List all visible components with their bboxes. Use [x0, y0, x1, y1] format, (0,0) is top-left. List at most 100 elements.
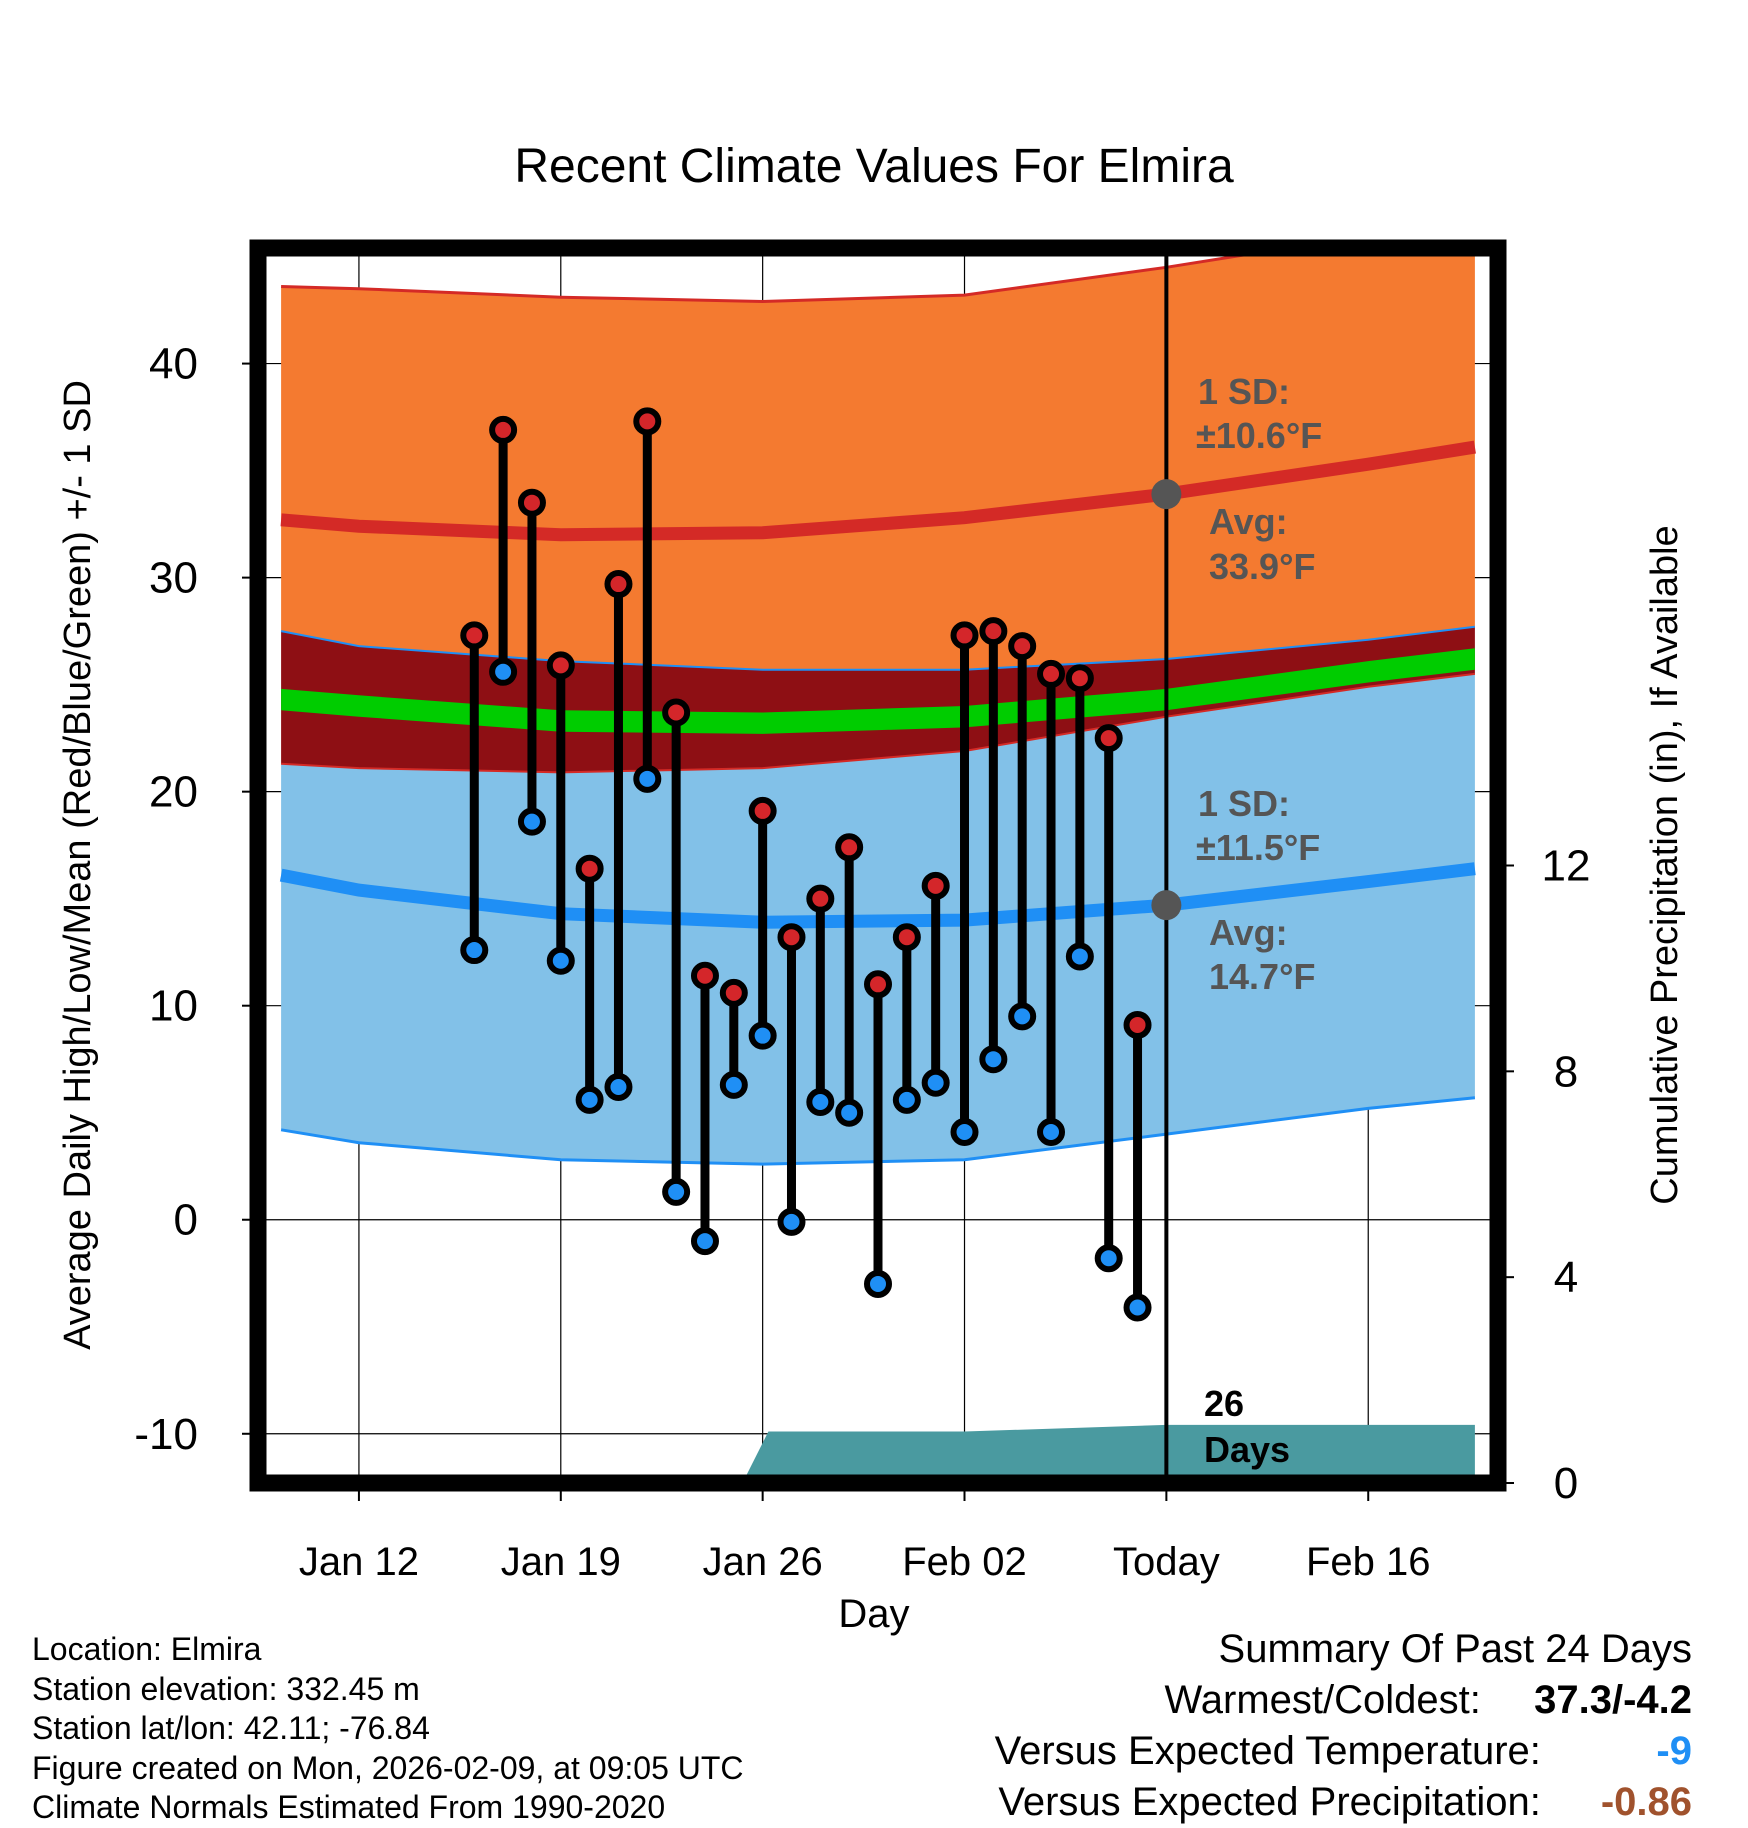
observed-high-point: [748, 796, 777, 825]
observed-low-point: [1037, 1117, 1066, 1146]
observed-high-point: [806, 884, 835, 913]
normal-low-upper-edge: [281, 672, 1476, 774]
normal-high-today-marker: [1151, 479, 1182, 510]
low-avg-label: Avg:: [1209, 912, 1288, 953]
observed-high-point: [1094, 724, 1123, 753]
high-sd-label: 1 SD:: [1198, 371, 1290, 412]
precip-anomaly-value: -0.86: [1600, 1780, 1692, 1824]
summary-temp-row: Versus Expected Temperature: -9: [995, 1726, 1692, 1777]
normal-high-lower-edge: [280, 625, 1476, 671]
observed-low-point: [604, 1073, 633, 1102]
chart-title: Recent Climate Values For Elmira: [514, 140, 1234, 193]
summary-panel: Summary Of Past 24 Days Warmest/Coldest:…: [995, 1624, 1692, 1828]
precip-anomaly-label: Versus Expected Precipitation:: [998, 1780, 1541, 1824]
observed-high-point: [489, 415, 518, 444]
normals-text: Climate Normals Estimated From 1990-2020: [32, 1789, 666, 1825]
normal-overlap-band: [281, 626, 1475, 773]
y2-tick-label: 4: [1554, 1253, 1578, 1302]
observed-low-point: [575, 1085, 604, 1114]
observed-high-point: [719, 978, 748, 1007]
low-avg-value: 14.7°F: [1209, 956, 1315, 997]
y2-tick-label: 12: [1542, 842, 1591, 891]
observed-low-point: [633, 764, 662, 793]
summary-precip-row: Versus Expected Precipitation: -0.86: [995, 1777, 1692, 1828]
x-tick-label: Feb 02: [902, 1540, 1027, 1584]
observed-high-point: [460, 621, 489, 650]
low-sd-value: ±11.5°F: [1196, 827, 1320, 868]
created-text: Figure created on Mon, 2026-02-09, at 09…: [32, 1749, 744, 1786]
normal-high-mean-line: [280, 440, 1476, 542]
observed-low-point: [835, 1098, 864, 1127]
observed-low-point: [1065, 942, 1094, 971]
observed-high-point: [662, 698, 691, 727]
y-tick-label: 40: [149, 340, 198, 389]
observed-high-point: [575, 854, 604, 883]
y-tick-label: -10: [134, 1410, 198, 1459]
y-axis-label: Average Daily High/Low/Mean (Red/Blue/Gr…: [57, 380, 99, 1350]
observed-low-point: [489, 657, 518, 686]
observed-low-point: [921, 1068, 950, 1097]
x-tick-label: Jan 26: [703, 1540, 823, 1584]
y2-tick-label: 8: [1554, 1047, 1578, 1096]
observed-high-point: [633, 407, 662, 436]
observed-low-point: [460, 936, 489, 965]
observed-high-point: [777, 923, 806, 952]
observed-low-point: [950, 1117, 979, 1146]
observed-high-point: [690, 961, 719, 990]
observed-high-point: [1008, 632, 1037, 661]
y-tick-label: 20: [149, 768, 198, 817]
high-sd-value: ±10.6°F: [1196, 415, 1322, 456]
observed-high-point: [517, 488, 546, 517]
observed-low-point: [1094, 1244, 1123, 1273]
normal-low-mean-line: [279, 862, 1476, 929]
normal-mean-band: [281, 648, 1475, 734]
high-avg-value: 33.9°F: [1209, 546, 1315, 587]
observed-low-point: [662, 1177, 691, 1206]
observed-low-point: [892, 1085, 921, 1114]
normal-low-lower-edge: [280, 1096, 1476, 1166]
observed-low-point: [1008, 1002, 1037, 1031]
observed-high-point: [950, 621, 979, 650]
x-tick-label: Jan 12: [299, 1540, 419, 1584]
x-tick-label: Today: [1113, 1540, 1220, 1584]
normal-high-upper-edge: [281, 248, 1298, 304]
observed-high-point: [979, 617, 1008, 646]
observed-low-point: [546, 946, 575, 975]
elevation-text: Station elevation: 332.45 m: [32, 1670, 420, 1707]
observed-high-point: [835, 833, 864, 862]
observed-low-point: [517, 807, 546, 836]
observed-high-point: [546, 651, 575, 680]
precipitation-area: [742, 1424, 1475, 1483]
warm-cold-value: 37.3/-4.2: [1534, 1678, 1692, 1722]
x-axis-label: Day: [838, 1592, 909, 1636]
latlon-text: Station lat/lon: 42.11; -76.84: [32, 1710, 430, 1746]
observed-high-point: [1065, 664, 1094, 693]
x-tick-label: Jan 19: [501, 1540, 621, 1584]
summary-warm-cold-row: Warmest/Coldest: 37.3/-4.2: [995, 1675, 1693, 1726]
normal-high-sd-band: [281, 248, 1475, 670]
temp-anomaly-label: Versus Expected Temperature:: [994, 1729, 1541, 1773]
days-label: Days: [1204, 1429, 1290, 1470]
observed-high-point: [864, 970, 892, 999]
observed-high-point: [604, 570, 633, 599]
observed-low-point: [719, 1070, 748, 1099]
observed-low-point: [864, 1269, 892, 1298]
warm-cold-label: Warmest/Coldest:: [1164, 1678, 1481, 1722]
station-info: Location: Elmira Station elevation: 332.…: [32, 1630, 744, 1828]
observed-high-point: [921, 871, 950, 900]
y-tick-label: 30: [149, 554, 198, 603]
y-tick-label: 10: [149, 982, 198, 1031]
observed-low-point: [748, 1021, 777, 1050]
observed-low-point: [777, 1207, 806, 1236]
observed-low-point: [1123, 1293, 1152, 1322]
low-sd-label: 1 SD:: [1198, 783, 1290, 824]
y-tick-label: 0: [174, 1196, 198, 1245]
summary-title: Summary Of Past 24 Days: [1218, 1627, 1692, 1671]
location-text: Location: Elmira: [32, 1631, 262, 1667]
observed-high-point: [1037, 659, 1066, 688]
y2-tick-label: 0: [1554, 1459, 1578, 1508]
y2-axis-label: Cumulative Precipitation (in), If Availa…: [1644, 525, 1686, 1204]
high-avg-label: Avg:: [1209, 501, 1288, 542]
observed-low-point: [690, 1227, 719, 1256]
